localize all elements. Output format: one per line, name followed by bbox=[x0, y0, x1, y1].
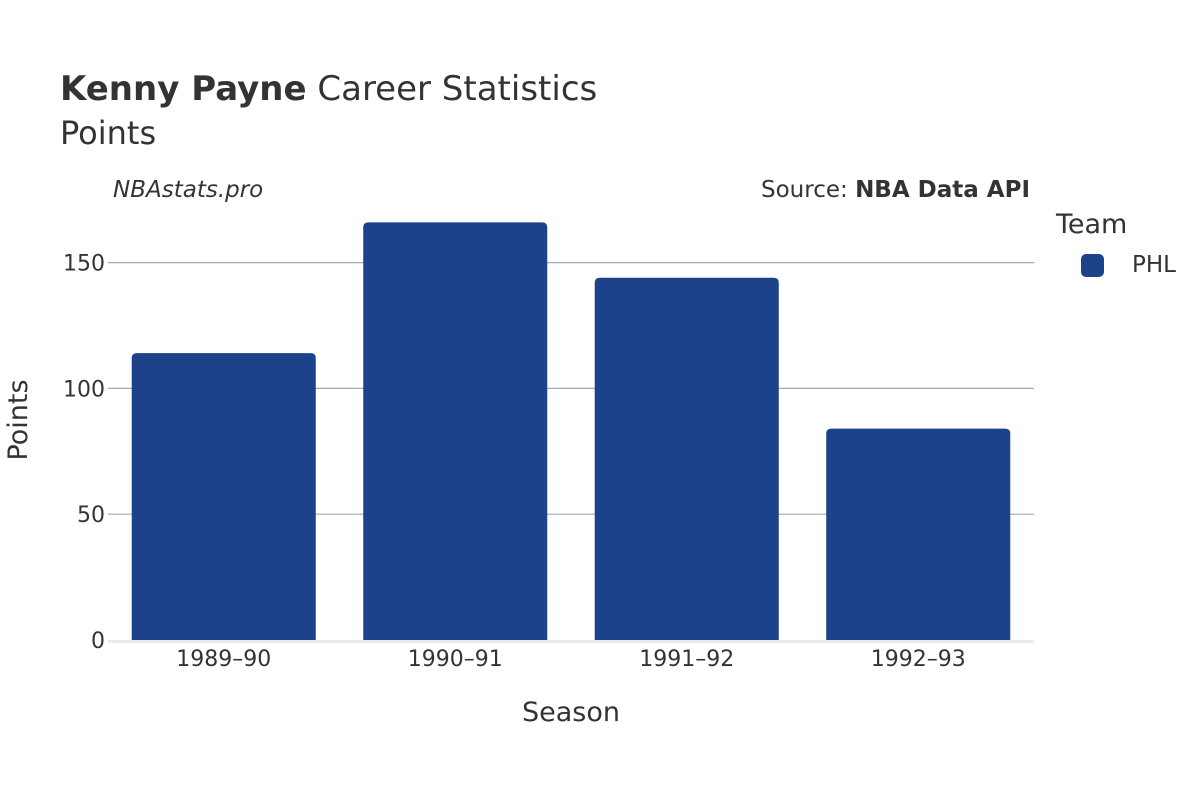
y-tick-label-150: 150 bbox=[63, 252, 105, 277]
x-tick-label-1992–93: 1992–93 bbox=[871, 647, 966, 672]
watermark: NBAstats.pro bbox=[113, 177, 264, 203]
bars bbox=[131, 222, 1011, 640]
x-axis-ticks: 1989–90 1990–91 1991–92 1992–93 bbox=[176, 647, 965, 672]
legend-title: Team bbox=[1056, 209, 1128, 240]
source-name: NBA Data API bbox=[855, 177, 1030, 203]
y-axis-title: Points bbox=[3, 379, 34, 460]
legend-item-phl[interactable]: PHL bbox=[1081, 252, 1176, 278]
bar-1991–92[interactable] bbox=[594, 277, 779, 640]
bar-1990–91[interactable] bbox=[363, 222, 548, 640]
chart-subtitle: Points bbox=[60, 114, 157, 152]
legend-label-phl: PHL bbox=[1132, 252, 1176, 278]
chart-title-player: Kenny Payne bbox=[60, 69, 307, 109]
legend-swatch-phl bbox=[1081, 253, 1104, 277]
source-prefix: Source: bbox=[761, 177, 856, 203]
bar-1989–90[interactable] bbox=[131, 353, 316, 640]
x-tick-label-1989–90: 1989–90 bbox=[176, 647, 271, 672]
x-tick-label-1990–91: 1990–91 bbox=[408, 647, 503, 672]
y-axis-ticks: 0 50 100 150 bbox=[63, 252, 105, 654]
chart-title-rest: Career Statistics bbox=[317, 69, 598, 109]
y-tick-label-100: 100 bbox=[63, 377, 105, 402]
y-tick-label-0: 0 bbox=[91, 629, 105, 654]
source-note: Source: NBA Data API bbox=[761, 177, 1030, 203]
x-tick-label-1991–92: 1991–92 bbox=[639, 647, 734, 672]
bar-1992–93[interactable] bbox=[826, 428, 1011, 640]
x-axis-title: Season bbox=[522, 697, 620, 728]
y-tick-label-50: 50 bbox=[77, 503, 105, 528]
chart-title: Kenny Payne Career Statistics bbox=[60, 68, 597, 110]
